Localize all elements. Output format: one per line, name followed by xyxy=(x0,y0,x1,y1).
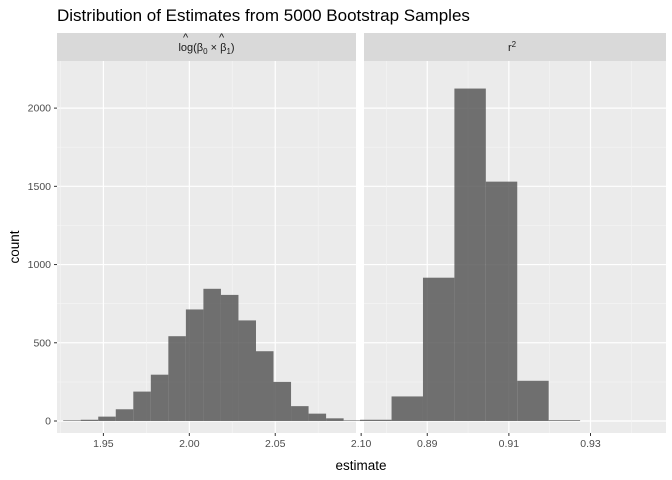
histogram-bar xyxy=(291,406,309,421)
histogram-bar xyxy=(150,374,169,421)
x-tick-label: 2.05 xyxy=(265,438,286,450)
strip-right-background xyxy=(364,33,666,61)
histogram-bar xyxy=(391,396,423,421)
strip-left-sub0: 0 xyxy=(203,47,208,56)
histogram-bar xyxy=(326,418,344,421)
x-tick-label: 0.89 xyxy=(417,438,438,450)
histogram-bar xyxy=(115,409,134,421)
histogram-bar xyxy=(168,336,186,421)
histogram-bars xyxy=(63,88,581,422)
strip-left-times: × xyxy=(208,42,221,54)
strip-right-label: r2 xyxy=(508,40,517,54)
histogram-bar xyxy=(185,309,204,421)
histogram-bar xyxy=(273,381,292,421)
y-tick-label: 1500 xyxy=(28,181,52,193)
histogram-bar xyxy=(133,391,151,421)
histogram-bar xyxy=(517,380,549,421)
histogram-bar xyxy=(360,419,392,421)
x-axis-ticks: 1.95 2.00 2.05 2.10 0.89 0.91 0.93 xyxy=(93,433,601,450)
histogram-bar xyxy=(548,420,581,421)
strip-left-label: log(β0 × β1) xyxy=(178,42,234,56)
strip-left-log: log( xyxy=(178,42,197,54)
y-axis-ticks: 0 500 1000 1500 2000 xyxy=(28,103,57,428)
y-tick-label: 500 xyxy=(33,337,51,349)
histogram-bar xyxy=(308,413,327,421)
histogram-bar xyxy=(220,294,239,421)
histogram-bar xyxy=(238,320,256,421)
x-tick-label: 2.00 xyxy=(179,438,200,450)
x-tick-label: 2.10 xyxy=(351,438,372,450)
histogram-bar xyxy=(203,288,221,421)
histogram-bar xyxy=(98,416,116,421)
chart-title: Distribution of Estimates from 5000 Boot… xyxy=(57,6,470,25)
histogram-bar xyxy=(454,88,486,422)
strip-left-beta1: β xyxy=(220,42,226,54)
y-axis-title: count xyxy=(7,230,22,263)
strip-left-beta0: β xyxy=(197,42,203,54)
x-tick-label: 1.95 xyxy=(93,438,114,450)
strip-left-hat1: ^ xyxy=(219,32,225,44)
histogram-bar xyxy=(255,351,274,421)
x-tick-label: 0.91 xyxy=(499,438,520,450)
y-tick-label: 2000 xyxy=(28,103,52,115)
histogram-bar xyxy=(343,420,362,421)
x-axis-title: estimate xyxy=(335,458,386,473)
histogram-bar xyxy=(63,420,81,421)
strip-left-close: ) xyxy=(231,42,235,54)
strip-left-sub1: 1 xyxy=(226,47,231,56)
y-tick-label: 0 xyxy=(45,416,51,428)
x-tick-label: 0.93 xyxy=(580,438,601,450)
strip-left-hat0: ^ xyxy=(183,32,189,44)
y-tick-label: 1000 xyxy=(28,259,52,271)
strip-left-background xyxy=(57,33,356,61)
histogram-bar xyxy=(485,181,518,421)
histogram-bar xyxy=(80,419,99,421)
histogram-bar xyxy=(422,277,455,421)
strip-right-superscript: 2 xyxy=(512,40,517,49)
